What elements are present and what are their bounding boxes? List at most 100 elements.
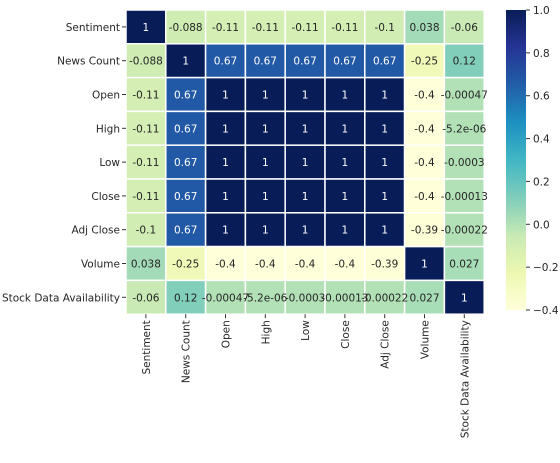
y-tick-label: Low [99, 157, 120, 169]
cell-value-label: 0.038 [131, 259, 161, 271]
heatmap-cell [284, 76, 326, 113]
cell-value-label: -0.39 [371, 259, 398, 271]
x-axis-tick-labels: Sentiment News Count Open High Low Close Adj C… [141, 314, 471, 438]
cell-value-label: -0.11 [331, 22, 358, 34]
y-tick-label: Stock Data Availability [2, 292, 120, 304]
heatmap-cell [284, 279, 326, 315]
cell-value-label: 0.038 [409, 22, 439, 34]
cell-value-label: 0.67 [174, 90, 197, 102]
cell-value-label: -0.0003 [444, 157, 485, 169]
cell-value-label: -0.11 [132, 157, 159, 169]
heatmap-cell [204, 279, 247, 315]
colorbar-tick-label: 0.4 [533, 134, 550, 146]
cell-value-label: -0.4 [215, 259, 236, 271]
cell-value-label: -0.00013 [321, 292, 368, 304]
x-tick-label: High [260, 320, 272, 344]
cell-value-label: 1 [421, 259, 428, 271]
cell-value-label: -0.00047 [441, 90, 488, 102]
colorbar-tick-label: −0.4 [533, 305, 559, 317]
heatmap-cell [284, 178, 326, 214]
cell-value-label: 1 [342, 90, 349, 102]
cell-value-label: 1 [302, 123, 309, 135]
cell-value-label: -0.00047 [202, 292, 249, 304]
cell-value-label: 1 [143, 22, 150, 34]
heatmap-cell [364, 212, 406, 248]
heatmap-cell [443, 178, 485, 214]
cell-value-label: 1 [302, 157, 309, 169]
cell-value-label: -0.4 [414, 157, 435, 169]
colorbar-ticks: 1.0 0.8 0.6 0.4 0.2 0.0 −0.2 −0.4 [526, 5, 559, 317]
heatmap-cell [443, 110, 485, 146]
heatmap-cell [125, 212, 167, 248]
heatmap-cell [165, 279, 207, 315]
heatmap-cell [364, 43, 406, 79]
heatmap-cell [204, 245, 247, 282]
heatmap-cell [125, 245, 167, 282]
cell-value-label: -0.4 [414, 123, 435, 135]
heatmap-cell [204, 178, 247, 214]
heatmap-cell [204, 43, 247, 79]
cell-value-label: -0.00022 [441, 225, 488, 237]
heatmap-cell-labels: 1 -0.088 -0.11 -0.11 -0.11 -0.11 -0.1 0.038 -0.0… [129, 22, 488, 304]
y-tick-label: Volume [81, 259, 120, 271]
cell-value-label: 1 [342, 123, 349, 135]
cell-value-label: 1 [381, 191, 388, 203]
cell-value-label: 1 [302, 225, 309, 237]
cell-value-label: 1 [222, 191, 229, 203]
cell-value-label: -0.1 [374, 22, 395, 34]
cell-value-label: -0.00022 [361, 292, 408, 304]
cell-value-label: 0.67 [293, 56, 316, 68]
cell-value-label: -0.11 [132, 90, 159, 102]
heatmap-cell [284, 245, 326, 282]
heatmap-cell [165, 212, 207, 248]
cell-value-label: -0.25 [411, 56, 438, 68]
cell-value-label: -0.4 [255, 259, 276, 271]
colorbar-tick-label: 0.2 [533, 176, 550, 188]
cell-value-label: -0.4 [295, 259, 316, 271]
y-axis-tick-labels: Sentiment News Count Open High Low Close Adj C… [2, 22, 126, 304]
cell-value-label: 0.67 [174, 157, 197, 169]
cell-value-label: 0.12 [174, 292, 197, 304]
y-tick-label: Sentiment [66, 22, 120, 34]
heatmap-cell [284, 43, 326, 79]
cell-value-label: 1 [262, 191, 269, 203]
cell-value-label: 1 [381, 225, 388, 237]
cell-value-label: 1 [262, 225, 269, 237]
colorbar-tick-label: 0.0 [533, 219, 550, 231]
cell-value-label: 1 [262, 157, 269, 169]
heatmap-cells [125, 9, 485, 315]
cell-value-label: 1 [262, 123, 269, 135]
heatmap-cell [125, 178, 167, 214]
cell-value-label: -0.1 [136, 225, 157, 237]
heatmap-cell [403, 9, 446, 45]
cell-value-label: 1 [381, 157, 388, 169]
cell-value-label: 1 [222, 225, 229, 237]
cell-value-label: -0.11 [132, 191, 159, 203]
x-tick-label: Open [221, 320, 233, 348]
cell-value-label: -0.088 [169, 22, 203, 34]
heatmap-cell [443, 279, 485, 315]
colorbar-tick-label: 0.8 [533, 48, 550, 60]
cell-value-label: 0.027 [449, 259, 479, 271]
cell-value-label: 0.67 [254, 56, 277, 68]
cell-value-label: 0.67 [373, 56, 396, 68]
colorbar-tick-label: 0.6 [533, 91, 550, 103]
cell-value-label: -0.4 [414, 191, 435, 203]
colorbar-gradient [506, 10, 526, 310]
cell-value-label: -0.11 [212, 22, 239, 34]
cell-value-label: 0.67 [174, 225, 197, 237]
cell-value-label: -0.06 [132, 292, 159, 304]
cell-value-label: 1 [342, 225, 349, 237]
y-tick-label: News Count [57, 56, 120, 68]
cell-value-label: -0.11 [252, 22, 279, 34]
cell-value-label: 1 [381, 90, 388, 102]
cell-value-label: 1 [342, 157, 349, 169]
heatmap-cell [443, 76, 485, 113]
cell-value-label: 1 [302, 191, 309, 203]
heatmap-cell [244, 76, 286, 113]
heatmap-cell [244, 245, 286, 282]
cell-value-label: -0.088 [129, 56, 163, 68]
heatmap-cell [324, 178, 366, 214]
cell-value-label: 1 [381, 123, 388, 135]
